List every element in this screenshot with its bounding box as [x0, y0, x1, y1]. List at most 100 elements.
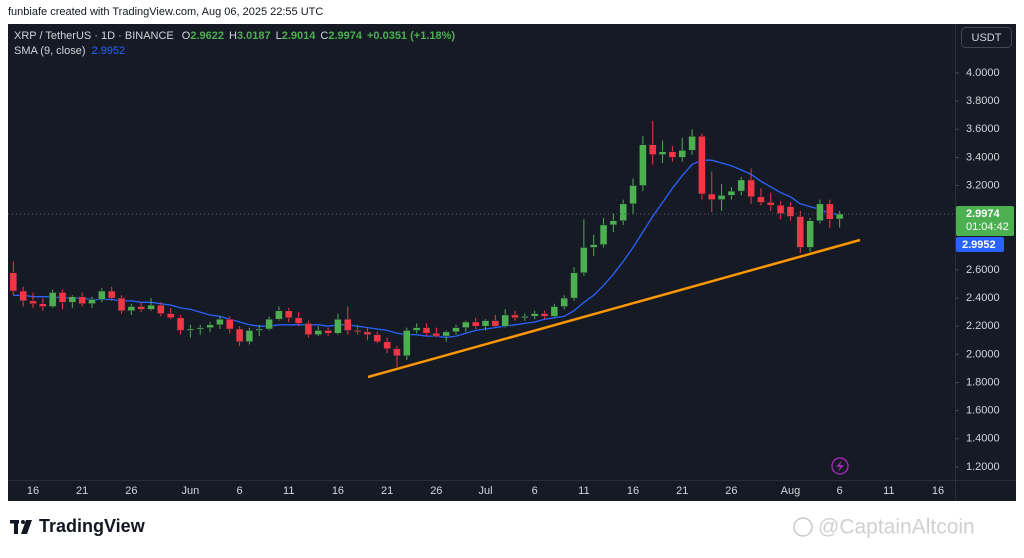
candle-body [334, 318, 342, 334]
x-tick-label: 16 [932, 485, 944, 497]
x-tick-label: Aug [781, 485, 801, 497]
candle-body [560, 297, 568, 307]
y-tick-label: 3.6000 [966, 123, 1000, 135]
x-tick-label: 16 [332, 485, 344, 497]
candle-body [285, 310, 293, 319]
logo-part [21, 520, 32, 534]
y-tick-label: 1.8000 [966, 376, 1000, 388]
candle-body [511, 314, 519, 319]
candle-body [19, 290, 27, 302]
candle-body [767, 202, 775, 206]
sma-name: SMA (9, close) [14, 45, 86, 57]
candle-body [639, 144, 647, 186]
brand-logo [10, 520, 32, 534]
candle-body [835, 213, 844, 220]
y-tick-label: 2.2000 [966, 320, 1000, 332]
candle-body [708, 193, 716, 200]
candle-body [422, 327, 431, 334]
candle-body [412, 327, 421, 331]
x-tick-label: 6 [532, 485, 538, 497]
candle-body [216, 318, 224, 326]
candle-body [530, 313, 539, 317]
candle-body [521, 316, 529, 319]
candle-body [747, 179, 755, 198]
x-tick-label: 11 [883, 485, 894, 497]
candle-body [353, 330, 362, 333]
event-bolt [836, 460, 844, 472]
logo-part [21, 520, 25, 524]
x-tick-label: 11 [283, 485, 294, 497]
candle-body [344, 318, 352, 331]
candle-body [9, 272, 18, 292]
candle-body [619, 203, 627, 221]
y-tick-label: 2.4000 [966, 292, 1000, 304]
x-tick-label: 21 [76, 485, 88, 497]
candle-body [432, 333, 441, 337]
symbol: XRP / TetherUS · 1D · BINANCE [14, 30, 174, 42]
candle-body [570, 272, 578, 299]
candle-body [206, 324, 214, 328]
candle-body [501, 314, 509, 327]
y-tick-label: 1.4000 [966, 433, 1000, 445]
credit: funbiafe created with TradingView.com, A… [8, 6, 323, 18]
brand: TradingView [39, 516, 146, 536]
candle-body [816, 203, 824, 221]
candle-body [580, 247, 588, 274]
candle-body [98, 290, 106, 300]
candle-body [196, 327, 204, 330]
x-tick-label: 6 [837, 485, 843, 497]
candle-body [629, 185, 637, 205]
quote-label: L [276, 30, 282, 42]
y-tick-label: 1.2000 [966, 461, 1000, 473]
currency[interactable]: USDT [972, 32, 1002, 44]
candle-body [462, 321, 470, 328]
plot: 1.2000 1.4000 1.6000 1.8000 2.0000 2.2000 2.40… [8, 67, 1014, 497]
trendline[interactable] [367, 238, 861, 379]
watermark: @CaptainAltcoin [818, 516, 975, 539]
candle-body [688, 136, 696, 151]
candle-body [363, 331, 372, 335]
sma-legend: SMA (9, close) 2.9952 [14, 45, 125, 57]
x-tick-label: 16 [27, 485, 39, 497]
y-tick-label: 3.8000 [966, 95, 1000, 107]
candle-body [757, 196, 765, 203]
quote-value: 2.9974 [328, 30, 363, 42]
x-tick-label: 11 [578, 485, 589, 497]
candle-body [806, 220, 814, 248]
y-tick-label: 2.0000 [966, 348, 1000, 360]
candle-body [737, 179, 746, 192]
candle-body [550, 306, 559, 317]
change: +0.0351 (+1.18%) [367, 30, 455, 42]
candle-body [245, 330, 254, 342]
x-tick-label: Jul [478, 485, 492, 497]
quote-value: 3.0187 [237, 30, 271, 42]
candle-body [48, 292, 57, 307]
candle-body [727, 190, 736, 196]
candle-body [481, 320, 490, 327]
candle-body [776, 204, 785, 214]
candle-body [157, 304, 165, 314]
y-tick-label: 3.2000 [966, 179, 1000, 191]
candle-body [127, 306, 136, 311]
currency-box[interactable] [961, 27, 1012, 48]
x-tick-label: 21 [381, 485, 393, 497]
event-icon[interactable] [831, 457, 849, 475]
candle-body [471, 321, 480, 327]
x-tick-label: 16 [627, 485, 639, 497]
candle-body [324, 330, 332, 334]
candle-body [442, 331, 450, 337]
candle-body [373, 334, 382, 342]
candle-body [39, 303, 47, 307]
last-price-box [956, 206, 1014, 237]
countdown: 01:04:42 [966, 221, 1009, 233]
candle-body [255, 328, 264, 331]
candle-body [540, 313, 549, 317]
candle-body [786, 206, 795, 217]
chart-panel [8, 24, 1016, 501]
quote-label: H [229, 30, 237, 42]
candle-body [599, 224, 608, 245]
sma-price: 2.9952 [962, 239, 996, 251]
x-tick-label: Jun [182, 485, 200, 497]
